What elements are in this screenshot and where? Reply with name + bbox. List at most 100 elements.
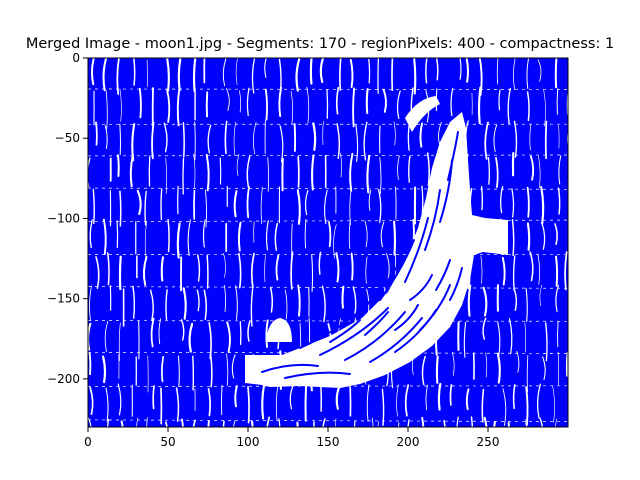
texture-stroke <box>152 385 155 410</box>
texture-stroke <box>117 383 122 416</box>
segment-boundary <box>88 154 568 157</box>
texture-stroke <box>133 58 136 86</box>
texture-stroke <box>102 355 107 384</box>
texture-stroke <box>264 58 267 78</box>
texture-stroke <box>181 418 184 427</box>
texture-stroke <box>437 382 442 411</box>
texture-stroke <box>495 156 499 188</box>
texture-stroke <box>192 419 196 427</box>
texture-stroke <box>95 256 100 289</box>
texture-stroke <box>554 58 558 89</box>
texture-stroke <box>318 251 322 275</box>
texture-stroke <box>529 251 534 282</box>
texture-stroke <box>266 416 271 427</box>
texture-stroke <box>512 384 516 410</box>
texture-stroke <box>106 418 110 427</box>
texture-stroke <box>421 185 424 215</box>
texture-stroke <box>209 353 213 388</box>
texture-stroke <box>196 254 201 282</box>
moon-contours <box>261 131 463 379</box>
texture-stroke <box>146 417 148 427</box>
texture-stroke <box>459 58 462 80</box>
texture-stroke <box>541 223 546 250</box>
texture-stroke <box>564 251 568 291</box>
moon-contour-arc <box>319 307 389 356</box>
texture-stroke <box>264 255 266 283</box>
texture-stroke <box>290 91 294 125</box>
texture-stroke <box>129 155 134 188</box>
texture-stroke <box>309 58 313 85</box>
texture-stroke <box>136 417 139 427</box>
segmentation-image <box>88 58 568 427</box>
x-axis: 0 50 100 150 200 250 <box>84 427 499 449</box>
moon-contour-arc <box>369 317 423 363</box>
chart-title: Merged Image - moon1.jpg - Segments: 170… <box>26 36 614 52</box>
texture-stroke <box>537 383 542 419</box>
texture-stroke <box>321 285 326 323</box>
texture-stroke <box>304 189 309 216</box>
texture-stroke <box>397 422 400 427</box>
texture-stroke <box>556 88 559 115</box>
texture-stroke <box>355 124 359 162</box>
texture-stroke <box>322 418 326 427</box>
texture-stroke <box>540 186 545 225</box>
texture-stroke <box>180 319 185 341</box>
texture-stroke <box>481 388 485 423</box>
texture-stroke <box>166 58 170 92</box>
texture-stroke <box>449 384 453 406</box>
texture-stroke <box>297 155 300 188</box>
texture-stroke <box>265 319 269 348</box>
texture-stroke <box>485 352 488 378</box>
texture-stroke <box>511 188 515 218</box>
texture-stroke <box>524 322 526 353</box>
texture-stroke <box>524 419 527 427</box>
texture-stroke <box>463 321 467 358</box>
texture-stroke <box>304 219 307 249</box>
texture-stroke <box>507 87 511 125</box>
texture-stroke <box>260 186 263 224</box>
texture-stroke <box>182 157 185 195</box>
y-axis: 0 −50 −100 −150 −200 <box>47 51 88 386</box>
texture-stroke <box>163 122 168 153</box>
texture-stroke <box>513 287 518 311</box>
texture-stroke <box>149 289 154 322</box>
segment-boundary <box>88 187 568 190</box>
texture-stroke <box>92 188 95 225</box>
texture-stroke <box>525 386 529 426</box>
moon-region <box>245 96 508 388</box>
moon-contour-arc <box>449 267 463 301</box>
texture-stroke <box>554 223 558 245</box>
texture-stroke <box>167 218 170 253</box>
texture-stroke <box>340 152 342 178</box>
texture-stroke <box>222 420 225 427</box>
texture-stroke <box>264 88 268 121</box>
texture-stroke <box>555 255 559 287</box>
texture-stroke <box>193 153 196 189</box>
texture-stroke <box>465 388 470 411</box>
moon-edge-strip <box>405 96 440 132</box>
texture-stroke <box>335 252 340 283</box>
texture-stroke <box>176 222 181 259</box>
moon-contour-arc <box>364 311 389 336</box>
texture-stroke <box>396 90 401 120</box>
segment-boundary <box>88 88 568 90</box>
texture-stroke <box>516 350 520 373</box>
texture-stroke <box>226 321 231 353</box>
texture-stroke <box>487 157 490 185</box>
texture-stroke <box>496 352 501 384</box>
texture-stroke <box>480 186 484 211</box>
texture-stroke <box>192 355 195 391</box>
moon-contour-arc <box>435 259 451 291</box>
texture-stroke <box>206 254 209 289</box>
texture-stroke <box>470 416 474 427</box>
texture-stroke <box>542 356 546 381</box>
texture-stroke <box>371 417 374 427</box>
texture-stroke <box>247 386 250 424</box>
texture-stroke <box>192 58 197 93</box>
moon-contour-arc <box>329 319 361 343</box>
texture-stroke <box>311 254 314 293</box>
texture-stroke <box>220 384 223 416</box>
texture-stroke <box>118 255 122 291</box>
segment-boundary <box>88 286 568 289</box>
texture-stroke <box>188 322 194 353</box>
